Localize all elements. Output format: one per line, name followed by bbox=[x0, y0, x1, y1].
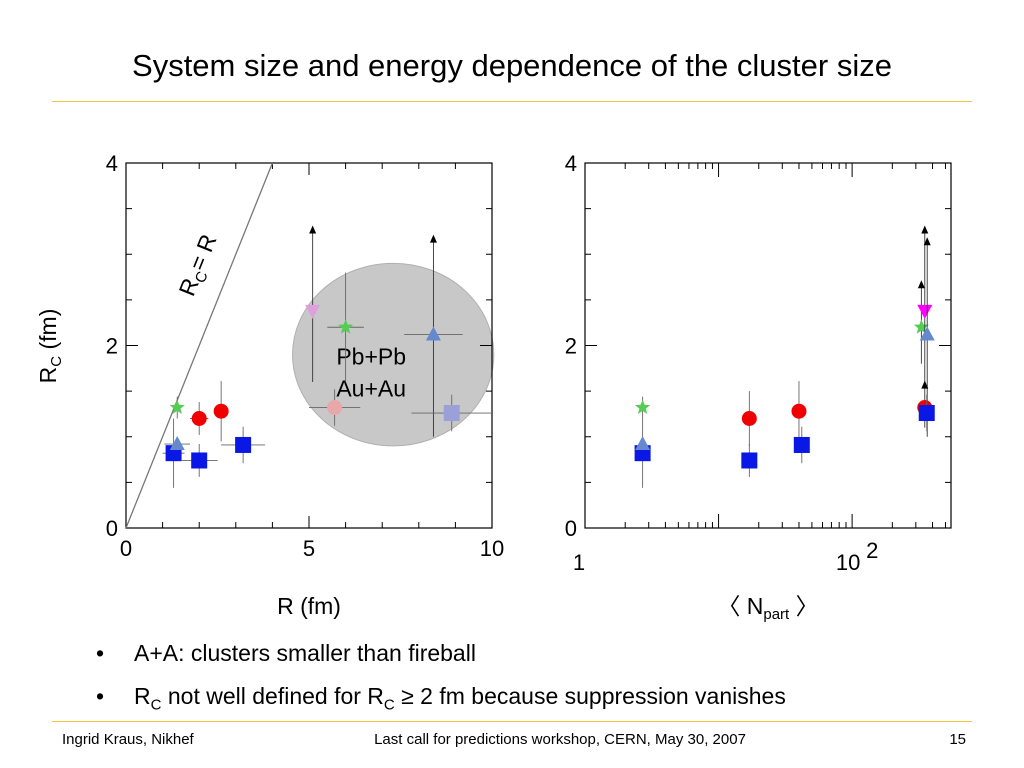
data-point bbox=[404, 234, 463, 437]
limit-arrowhead bbox=[917, 280, 925, 289]
data-point bbox=[918, 394, 935, 432]
limit-arrowhead bbox=[923, 237, 931, 246]
data-point bbox=[305, 225, 321, 382]
data-point bbox=[917, 225, 933, 382]
data-point bbox=[741, 391, 757, 446]
footer-rule bbox=[52, 721, 972, 722]
data-point bbox=[634, 418, 651, 488]
y-tick-label: 0 bbox=[565, 516, 577, 541]
bullet-dot-icon: • bbox=[96, 640, 105, 666]
y-tick-label: 2 bbox=[565, 334, 577, 359]
marker-square bbox=[793, 436, 810, 453]
data-point bbox=[635, 436, 651, 451]
bullet-dot-icon: • bbox=[96, 683, 105, 709]
bullet-text-start: R bbox=[134, 683, 151, 709]
y-tick-label: 2 bbox=[106, 334, 118, 359]
bullet-subscript: C bbox=[150, 696, 162, 714]
y-axis-label: RC (fm) bbox=[35, 309, 65, 384]
x-tick-label-superscript: 2 bbox=[866, 538, 878, 563]
bullet-text-end: ≥ 2 fm because suppression vanishes bbox=[394, 683, 786, 709]
x-tick-label: 0 bbox=[120, 536, 132, 561]
data-point bbox=[793, 426, 810, 464]
footer-event: Last call for predictions workshop, CERN… bbox=[374, 731, 746, 748]
marker-triangle-down bbox=[917, 304, 933, 319]
x-tick-label: 5 bbox=[303, 536, 315, 561]
bullet-text: A+A: clusters smaller than fireball bbox=[134, 640, 476, 666]
bullet-item-1: • A+A: clusters smaller than fireball bbox=[94, 637, 786, 680]
data-point bbox=[411, 394, 492, 432]
data-point bbox=[180, 444, 218, 477]
y-tick-label: 0 bbox=[106, 516, 118, 541]
pbpb-auau-region bbox=[292, 262, 495, 447]
slide-title: System size and energy dependence of the… bbox=[132, 48, 892, 83]
title-rule bbox=[52, 101, 972, 102]
data-point bbox=[190, 402, 209, 435]
y-tick-label: 4 bbox=[106, 151, 118, 176]
limit-arrowhead bbox=[921, 225, 929, 234]
limit-arrowhead bbox=[429, 234, 437, 243]
marker-square bbox=[918, 405, 935, 422]
footer-page-number: 15 bbox=[949, 731, 966, 748]
limit-arrowhead bbox=[921, 380, 929, 389]
x-tick-label: 1 bbox=[573, 550, 585, 575]
ellipse-label-pbpb: Pb+Pb bbox=[336, 344, 406, 370]
marker-circle bbox=[741, 411, 757, 426]
marker-star bbox=[169, 399, 185, 414]
marker-circle bbox=[327, 400, 343, 416]
x-axis-label: R (fm) bbox=[277, 593, 341, 619]
data-point bbox=[635, 396, 651, 419]
marker-square bbox=[191, 452, 208, 469]
marker-star bbox=[635, 399, 651, 414]
marker-square bbox=[235, 436, 252, 453]
data-point bbox=[741, 444, 758, 477]
x-tick-label: 10 bbox=[836, 550, 860, 575]
marker-circle bbox=[191, 411, 207, 426]
y-tick-label: 4 bbox=[565, 151, 577, 176]
marker-triangle-up bbox=[919, 326, 935, 341]
plot-frame bbox=[584, 162, 952, 529]
bullet-item-2: • RC not well defined for RC ≥ 2 fm beca… bbox=[94, 680, 786, 723]
data-point bbox=[913, 280, 929, 364]
marker-star bbox=[913, 319, 929, 334]
charts-canvas: 0 2 4 0 5 10 RC= R Pb+Pb Au+Au R (fm) RC (fm) 0 2 4 1 1… bbox=[35, 151, 952, 623]
data-point bbox=[327, 272, 364, 382]
bullet-list: • A+A: clusters smaller than fireball • … bbox=[94, 637, 786, 723]
rc-equals-r-label: RC= R bbox=[174, 230, 226, 300]
ellipse-label-auau: Au+Au bbox=[336, 376, 406, 402]
chart-rc-vs-r: 0 2 4 0 5 10 RC= R Pb+Pb Au+Au R (fm) RC (fm) bbox=[35, 151, 504, 619]
marker-circle bbox=[213, 403, 229, 419]
footer-author: Ingrid Kraus, Nikhef bbox=[62, 731, 194, 748]
marker-circle bbox=[791, 403, 807, 419]
bullet-text-middle: not well defined for R bbox=[161, 683, 384, 709]
bullet-subscript-2: C bbox=[383, 696, 395, 714]
marker-triangle-up bbox=[635, 436, 651, 451]
data-point bbox=[791, 381, 807, 442]
marker-triangle-up bbox=[425, 326, 441, 341]
x-axis-label: 〈 Npart 〉 bbox=[717, 593, 818, 623]
rc-equals-r-line bbox=[125, 162, 274, 529]
marker-star bbox=[338, 319, 354, 334]
marker-triangle-up bbox=[169, 436, 185, 451]
marker-triangle-down bbox=[305, 304, 321, 319]
marker-square bbox=[741, 452, 758, 469]
data-point bbox=[169, 396, 185, 419]
x-tick-label: 10 bbox=[480, 536, 504, 561]
data-point bbox=[213, 381, 229, 442]
limit-arrowhead bbox=[309, 225, 317, 234]
marker-square bbox=[443, 405, 460, 422]
data-point bbox=[221, 426, 266, 464]
data-point bbox=[164, 436, 191, 451]
data-point bbox=[309, 389, 361, 426]
